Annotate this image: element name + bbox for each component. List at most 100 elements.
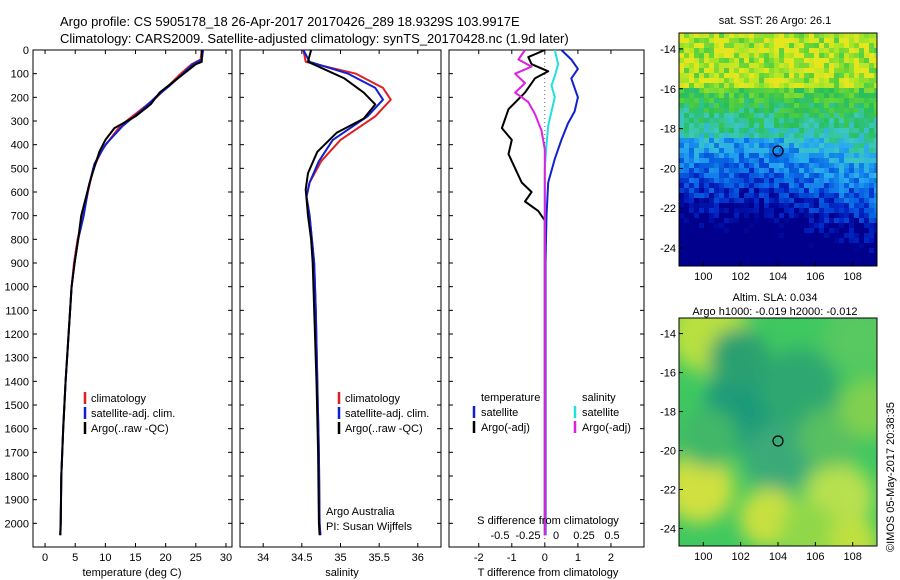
sst-cell — [679, 218, 684, 223]
sst-cell — [874, 113, 877, 118]
sst-cell — [839, 108, 844, 113]
sst-cell — [874, 138, 877, 143]
sst-cell — [704, 243, 709, 248]
sst-cell — [829, 103, 834, 108]
sst-cell — [694, 203, 699, 208]
sst-cell — [699, 203, 704, 208]
sst-cell — [859, 88, 864, 93]
sst-cell — [724, 113, 729, 118]
sst-cell — [854, 148, 859, 153]
sst-cell — [849, 68, 854, 73]
sst-cell — [859, 73, 864, 78]
sst-cell — [734, 188, 739, 193]
sst-cell — [744, 88, 749, 93]
map-xtick-label: 100 — [694, 271, 712, 283]
sst-cell — [709, 178, 714, 183]
sst-cell — [779, 118, 784, 123]
sst-cell — [744, 83, 749, 88]
sst-cell — [849, 73, 854, 78]
sst-cell — [739, 33, 744, 38]
sst-cell — [874, 233, 877, 238]
sst-cell — [734, 248, 739, 253]
sst-cell — [679, 243, 684, 248]
sst-cell — [739, 238, 744, 243]
sst-cell — [784, 183, 789, 188]
sst-cell — [709, 88, 714, 93]
sst-cell — [704, 173, 709, 178]
difference-axes — [448, 49, 645, 548]
sst-cell — [684, 208, 689, 213]
sst-cell — [694, 133, 699, 138]
sst-cell — [709, 188, 714, 193]
sst-cell — [719, 68, 724, 73]
salinity-series-line-2 — [304, 49, 377, 536]
sla-blob — [709, 328, 769, 388]
sst-cell — [729, 223, 734, 228]
sst-cell — [729, 53, 734, 58]
sst-cell — [854, 178, 859, 183]
sst-cell — [744, 138, 749, 143]
sst-cell — [709, 148, 714, 153]
sst-cell — [819, 248, 824, 253]
sst-cell — [874, 253, 877, 258]
sst-cell — [784, 208, 789, 213]
sst-cell — [704, 143, 709, 148]
map-ytick-label: -14 — [660, 329, 676, 341]
temperature-xtick-label: 30 — [220, 552, 232, 564]
sst-cell — [734, 223, 739, 228]
sst-cell — [764, 243, 769, 248]
sst-cell — [814, 33, 819, 38]
sst-cell — [709, 78, 714, 83]
sst-cell — [719, 238, 724, 243]
sst-cell — [764, 33, 769, 38]
sst-cell — [824, 153, 829, 158]
sst-cell — [744, 108, 749, 113]
sst-cell — [849, 93, 854, 98]
sst-cell — [794, 48, 799, 53]
sst-cell — [834, 138, 839, 143]
sst-cell — [809, 128, 814, 133]
sst-cell — [704, 148, 709, 153]
sst-cell — [854, 193, 859, 198]
sst-cell — [804, 38, 809, 43]
sst-cell — [804, 118, 809, 123]
sst-cell — [754, 158, 759, 163]
sst-cell — [724, 258, 729, 263]
sst-cell — [689, 93, 694, 98]
sst-cell — [739, 258, 744, 263]
sst-cell — [779, 98, 784, 103]
sst-cell — [864, 33, 869, 38]
sst-cell — [724, 138, 729, 143]
sst-cell — [804, 208, 809, 213]
sst-cell — [794, 193, 799, 198]
sst-cell — [724, 238, 729, 243]
sst-cell — [804, 213, 809, 218]
sst-cell — [729, 138, 734, 143]
depth-tick-label: 1600 — [5, 424, 29, 436]
sst-cell — [844, 83, 849, 88]
sst-cell — [854, 78, 859, 83]
sst-cell — [749, 158, 754, 163]
sst-cell — [754, 133, 759, 138]
sst-cell — [864, 38, 869, 43]
sst-cell — [744, 63, 749, 68]
salinity-series-line-1 — [302, 49, 384, 536]
sst-cell — [844, 158, 849, 163]
sst-cell — [719, 158, 724, 163]
sst-cell — [729, 143, 734, 148]
sst-cell — [754, 213, 759, 218]
sst-cell — [844, 173, 849, 178]
sst-cell — [694, 38, 699, 43]
sst-cell — [799, 33, 804, 38]
sst-cell — [749, 148, 754, 153]
sst-cell — [874, 53, 877, 58]
sst-cell — [699, 223, 704, 228]
depth-tick-label: 1400 — [5, 376, 29, 388]
sst-cell — [874, 198, 877, 203]
sst-cell — [684, 193, 689, 198]
sst-cell — [864, 43, 869, 48]
sst-cell — [684, 123, 689, 128]
sst-cell — [714, 48, 719, 53]
sst-cell — [814, 183, 819, 188]
sst-cell — [749, 128, 754, 133]
